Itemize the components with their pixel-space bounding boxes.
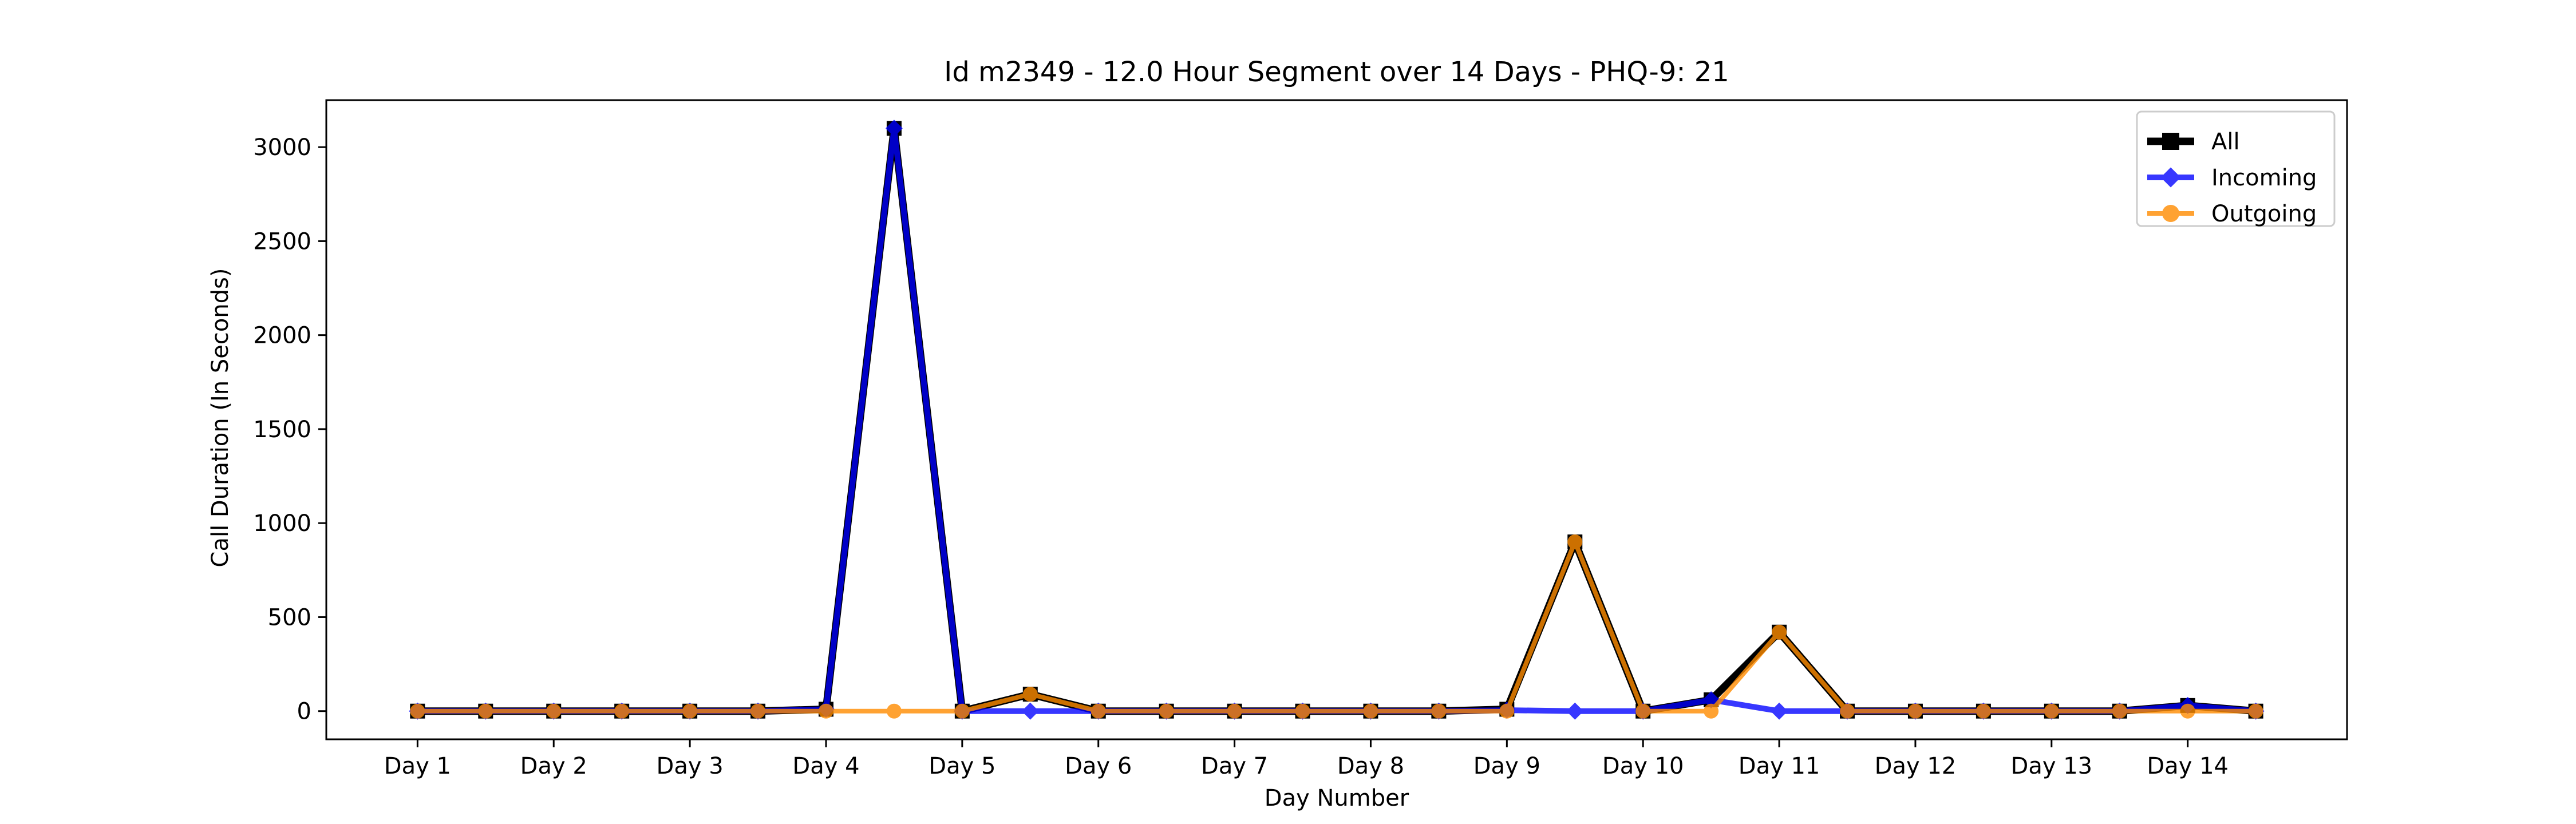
legend-label-outgoing: Outgoing [2211, 201, 2317, 227]
data-point-outgoing [886, 703, 902, 719]
series-all [410, 121, 2263, 719]
y-tick-label: 3000 [253, 134, 311, 161]
legend-marker-all [2162, 133, 2179, 150]
data-point-outgoing [614, 703, 630, 719]
data-point-outgoing [1840, 703, 1855, 719]
legend-marker-incoming [2160, 167, 2181, 188]
legend-label-incoming: Incoming [2211, 165, 2317, 191]
data-point-outgoing [1363, 703, 1378, 719]
axes: Day 1 Day 2 Day 3 Day 4 Day 5 Day 6 Day 7 Day 8… [253, 99, 2348, 779]
x-tick-label: Day 12 [1875, 753, 1957, 779]
data-point-outgoing [546, 703, 562, 719]
x-tick-label: Day 7 [1201, 753, 1268, 779]
y-axis-label: Call Duration (In Seconds) [207, 268, 234, 568]
y-tick-label: 1500 [253, 417, 311, 443]
data-point-outgoing [478, 703, 493, 719]
legend-item-all [2147, 133, 2194, 150]
legend: All Incoming Outgoing [2136, 110, 2336, 227]
data-point-outgoing [1295, 703, 1310, 719]
x-tick-label: Day 10 [1602, 753, 1684, 779]
series-line-incoming [414, 125, 2259, 714]
x-tick-label: Day 9 [1473, 753, 1540, 779]
data-point-outgoing [2180, 703, 2195, 719]
data-point-incoming [1566, 702, 1584, 720]
data-point-outgoing [954, 703, 970, 719]
series-line-outgoing [415, 540, 2258, 714]
x-tick-label: Day 1 [384, 753, 451, 779]
x-axis-label: Day Number [1265, 785, 1409, 811]
data-point-outgoing [1907, 703, 1923, 719]
x-tick-label: Day 4 [792, 753, 859, 779]
x-tick-label: Day 3 [657, 753, 724, 779]
series-outgoing [410, 534, 2263, 719]
x-tick-label: Day 8 [1337, 753, 1404, 779]
data-point-outgoing [1159, 703, 1174, 719]
legend-item-outgoing [2147, 205, 2194, 222]
data-point-outgoing [1772, 624, 1787, 640]
data-point-outgoing [2044, 703, 2059, 719]
y-tick-label: 2000 [253, 323, 311, 349]
series-incoming [409, 120, 2265, 720]
y-tick-label: 0 [297, 699, 311, 725]
data-point-outgoing [750, 703, 766, 719]
data-point-incoming [885, 120, 903, 137]
x-tick-label: Day 13 [2011, 753, 2093, 779]
data-point-outgoing [1227, 703, 1242, 719]
legend-label-all: All [2211, 129, 2240, 155]
legend-item-incoming [2147, 167, 2194, 188]
data-point-outgoing [1499, 703, 1515, 719]
data-point-outgoing [1567, 534, 1583, 550]
data-point-incoming [1021, 702, 1039, 720]
data-point-outgoing [1635, 703, 1651, 719]
x-tick-label: Day 5 [929, 753, 995, 779]
x-tick-label: Day 2 [520, 753, 587, 779]
chart-title: Id m2349 - 12.0 Hour Segment over 14 Day… [944, 56, 1729, 88]
plot-frame [325, 99, 2348, 740]
x-tick-label: Day 6 [1065, 753, 1132, 779]
y-tick-label: 500 [268, 604, 311, 631]
x-tick-label: Day 14 [2147, 753, 2229, 779]
data-point-outgoing [1976, 703, 1991, 719]
legend-marker-outgoing [2162, 205, 2179, 222]
data-point-outgoing [1091, 703, 1106, 719]
data-point-outgoing [1704, 703, 1719, 719]
data-point-outgoing [682, 703, 698, 719]
plot-area [409, 120, 2265, 720]
series-line-all [413, 124, 2260, 715]
data-point-outgoing [1431, 703, 1447, 719]
data-point-outgoing [1022, 687, 1038, 702]
y-tick-label: 2500 [253, 228, 311, 255]
x-tick-label: Day 11 [1739, 753, 1820, 779]
data-point-outgoing [410, 703, 425, 719]
data-point-outgoing [2112, 703, 2127, 719]
data-point-outgoing [2248, 703, 2263, 719]
y-tick-label: 1000 [253, 510, 311, 537]
data-point-incoming [1771, 702, 1788, 720]
data-point-outgoing [818, 703, 833, 719]
